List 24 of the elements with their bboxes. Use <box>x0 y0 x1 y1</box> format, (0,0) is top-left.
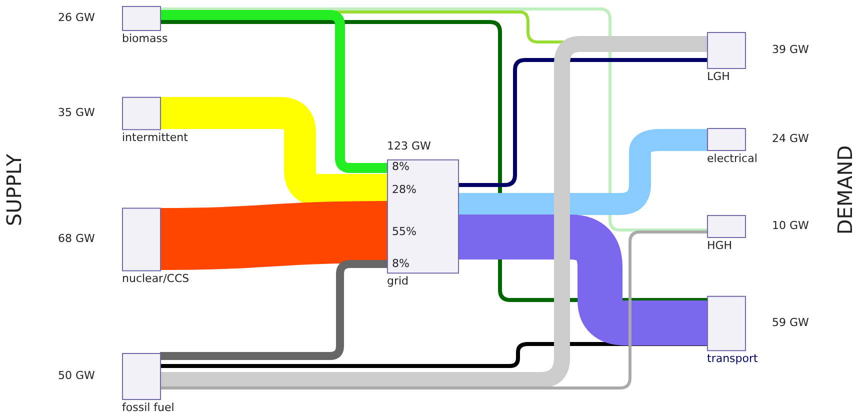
data-label: 50 GW <box>58 368 96 382</box>
text: 8% <box>392 160 410 173</box>
data-label: 68 GW <box>58 232 96 245</box>
category-label: fossil fuel <box>122 400 174 414</box>
data-label: 10 GW <box>772 218 810 232</box>
category-label: grid <box>387 274 409 288</box>
category-label: biomass <box>122 32 168 45</box>
data-label: 35 GW <box>58 106 96 119</box>
data-label: 26 GW <box>58 10 96 24</box>
data-label: 39 GW <box>772 42 810 56</box>
text: 28% <box>392 182 416 196</box>
category-label: electrical <box>707 152 758 165</box>
category-label: LGH <box>707 70 730 83</box>
data-label: 59 GW <box>772 316 810 329</box>
text: 8% <box>392 256 410 270</box>
category-label: transport <box>707 352 759 365</box>
text: DEMAND <box>833 145 858 235</box>
category-label: nuclear/CCS <box>122 272 190 286</box>
category-label: HGH <box>707 238 732 252</box>
category-label: intermittent <box>122 130 189 144</box>
data-label: 24 GW <box>772 132 810 145</box>
text: 55% <box>392 224 416 238</box>
data-label: 123 GW <box>387 139 432 152</box>
text: SUPPLY <box>2 153 26 226</box>
